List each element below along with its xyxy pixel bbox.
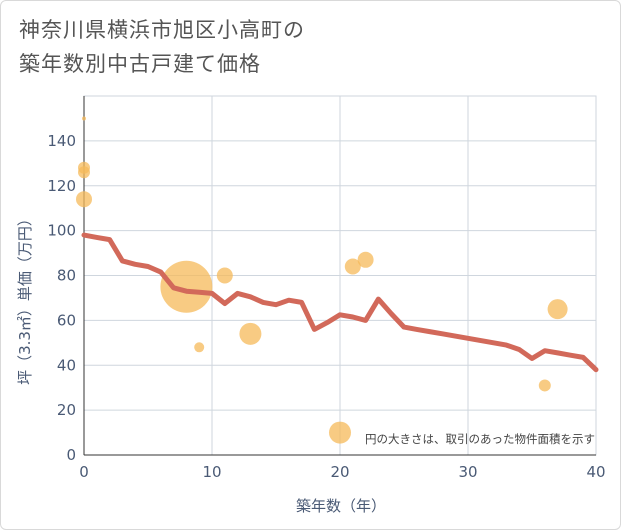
- y-tick-label: 20: [57, 401, 76, 419]
- scatter-point: [216, 267, 233, 284]
- y-axis-label: 坪（3.3㎡）単価（万円）: [16, 211, 34, 385]
- scatter-points: [76, 116, 568, 444]
- scatter-point: [547, 299, 568, 320]
- y-tick-label: 40: [57, 356, 76, 374]
- scatter-point: [76, 191, 92, 208]
- x-tick-label: 30: [458, 463, 477, 481]
- chart-title-line-1: 神奈川県横浜市旭区小高町の: [19, 18, 305, 42]
- trend-line: [81, 232, 599, 373]
- y-tick-label: 120: [47, 177, 76, 195]
- scatter-point: [344, 258, 361, 275]
- chart-title: 神奈川県横浜市旭区小高町の 築年数別中古戸建て価格: [19, 13, 579, 81]
- scatter-point: [160, 260, 213, 313]
- chart-title-line-2: 築年数別中古戸建て価格: [19, 52, 261, 76]
- scatter-point: [82, 116, 86, 121]
- x-axis-label: 築年数（年）: [296, 497, 386, 515]
- y-tick-label: 60: [57, 311, 76, 329]
- axis-ticks: 0 20 40 60 80 100 120 140 0 10 20 30 40: [47, 132, 605, 481]
- size-annotation: 円の大きさは、取引のあった物件面積を示す: [365, 432, 595, 446]
- x-tick-label: 20: [330, 463, 349, 481]
- scatter-point: [194, 342, 205, 353]
- y-tick-label: 140: [47, 132, 76, 150]
- y-tick-label: 0: [66, 446, 76, 464]
- x-tick-label: 40: [586, 463, 605, 481]
- scatter-point: [357, 251, 374, 268]
- scatter-point: [329, 421, 351, 444]
- grid-lines: [83, 95, 597, 456]
- scatter-point: [538, 379, 551, 392]
- scatter-point: [78, 166, 90, 179]
- scatter-point: [239, 322, 262, 345]
- y-tick-label: 100: [47, 222, 76, 240]
- x-tick-label: 0: [79, 463, 89, 481]
- x-tick-label: 10: [202, 463, 221, 481]
- y-tick-label: 80: [57, 267, 76, 285]
